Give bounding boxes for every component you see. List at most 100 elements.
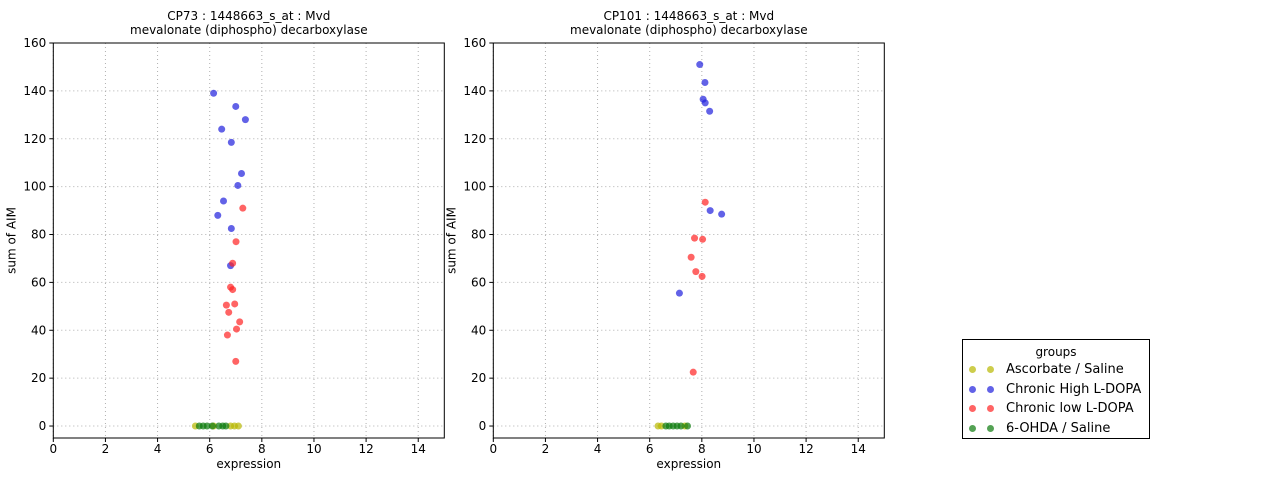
x-tick-label: 4 <box>594 442 602 456</box>
data-point <box>229 286 237 294</box>
data-point <box>706 207 714 215</box>
y-tick-label: 100 <box>23 180 46 194</box>
data-point <box>675 289 683 297</box>
x-tick-label: 10 <box>306 442 321 456</box>
legend-swatch-dot <box>987 366 994 374</box>
data-point <box>683 422 691 430</box>
legend-entries: Ascorbate / Saline Chronic High L-DOPA Chr… <box>963 360 1149 438</box>
data-point <box>701 198 709 206</box>
legend-swatch-dot <box>969 424 976 432</box>
y-tick-label: 60 <box>471 275 486 289</box>
legend-entry-label: Ascorbate / Saline <box>1006 362 1124 378</box>
legend-swatch-dot <box>987 405 994 413</box>
y-tick-label: 160 <box>463 36 486 50</box>
plot-subtitle: mevalonate (diphospho) decarboxylase <box>570 23 808 37</box>
series <box>222 204 247 365</box>
data-point <box>220 197 228 205</box>
data-point <box>236 318 244 326</box>
data-point <box>222 301 230 309</box>
y-tick-label: 60 <box>31 275 46 289</box>
x-tick-label: 14 <box>851 442 866 456</box>
x-tick-label: 10 <box>746 442 761 456</box>
y-tick-label: 0 <box>39 419 47 433</box>
x-tick-label: 8 <box>258 442 266 456</box>
y-tick-label: 40 <box>471 323 486 337</box>
x-tick-label: 4 <box>154 442 162 456</box>
x-tick-label: 6 <box>646 442 654 456</box>
series <box>687 198 709 376</box>
y-tick-label: 160 <box>23 36 46 50</box>
data-point <box>214 211 222 219</box>
data-point <box>225 308 233 316</box>
y-tick-label: 20 <box>471 371 486 385</box>
data-point <box>239 204 247 212</box>
data-point <box>234 181 242 189</box>
x-tick-label: 12 <box>358 442 373 456</box>
y-tick-label: 40 <box>31 323 46 337</box>
plot-title: CP101 : 1448663_s_at : Mvd <box>603 9 774 23</box>
y-axis-label: sum of AIM <box>4 207 18 274</box>
data-point <box>227 225 235 233</box>
legend-entry: Chronic High L-DOPA <box>963 380 1149 400</box>
x-tick-label: 14 <box>411 442 426 456</box>
x-tick-label: 2 <box>102 442 110 456</box>
data-point <box>241 116 249 124</box>
y-tick-label: 80 <box>31 228 46 242</box>
legend-swatch-dot <box>969 405 976 413</box>
data-point <box>234 422 242 430</box>
y-tick-label: 120 <box>463 132 486 146</box>
legend-swatch-dot <box>969 366 976 374</box>
data-point <box>210 89 218 97</box>
data-point <box>687 253 695 261</box>
data-point <box>689 368 697 376</box>
data-point <box>701 99 709 107</box>
legend-entry: Chronic low L-DOPA <box>963 399 1149 419</box>
plot-title: CP73 : 1448663_s_at : Mvd <box>167 9 330 23</box>
legend-entry: Ascorbate / Saline <box>963 360 1149 380</box>
data-point <box>218 125 226 133</box>
data-point <box>232 102 240 110</box>
y-axis-label: sum of AIM <box>444 207 458 274</box>
data-point <box>231 300 239 308</box>
x-tick-label: 0 <box>49 442 57 456</box>
data-point <box>699 235 707 243</box>
data-point <box>238 169 246 177</box>
x-axis-label: expression <box>216 457 281 471</box>
data-point <box>691 234 699 242</box>
series <box>210 89 249 270</box>
y-tick-label: 140 <box>463 84 486 98</box>
data-point <box>203 422 211 430</box>
legend-swatch-dot <box>969 385 976 393</box>
legend-entry: 6-OHDA / Saline <box>963 419 1149 439</box>
x-tick-label: 12 <box>798 442 813 456</box>
x-tick-label: 2 <box>542 442 550 456</box>
legend-entry-label: 6-OHDA / Saline <box>1006 420 1111 436</box>
x-tick-label: 6 <box>206 442 214 456</box>
axis-frame <box>52 42 445 439</box>
axis-frame <box>492 42 885 439</box>
data-point <box>701 79 709 86</box>
x-axis-label: expression <box>656 457 721 471</box>
series <box>675 61 726 297</box>
data-point <box>677 422 685 430</box>
legend-swatch-dot <box>987 385 994 393</box>
data-point <box>223 331 231 339</box>
y-tick-label: 120 <box>23 132 46 146</box>
legend-entry-label: Chronic low L-DOPA <box>1006 401 1134 417</box>
x-tick-label: 8 <box>698 442 706 456</box>
legend-swatch-dot <box>987 424 994 432</box>
data-point <box>692 268 700 276</box>
data-point <box>696 61 704 69</box>
legend: groups Ascorbate / Saline Chronic High L-… <box>962 339 1150 439</box>
legend-entry-label: Chronic High L-DOPA <box>1006 381 1142 397</box>
data-point <box>718 210 726 218</box>
series <box>195 422 230 430</box>
data-point <box>208 422 216 430</box>
y-tick-label: 0 <box>479 419 487 433</box>
y-tick-label: 20 <box>31 371 46 385</box>
data-point <box>222 422 230 430</box>
data-point <box>706 107 714 115</box>
